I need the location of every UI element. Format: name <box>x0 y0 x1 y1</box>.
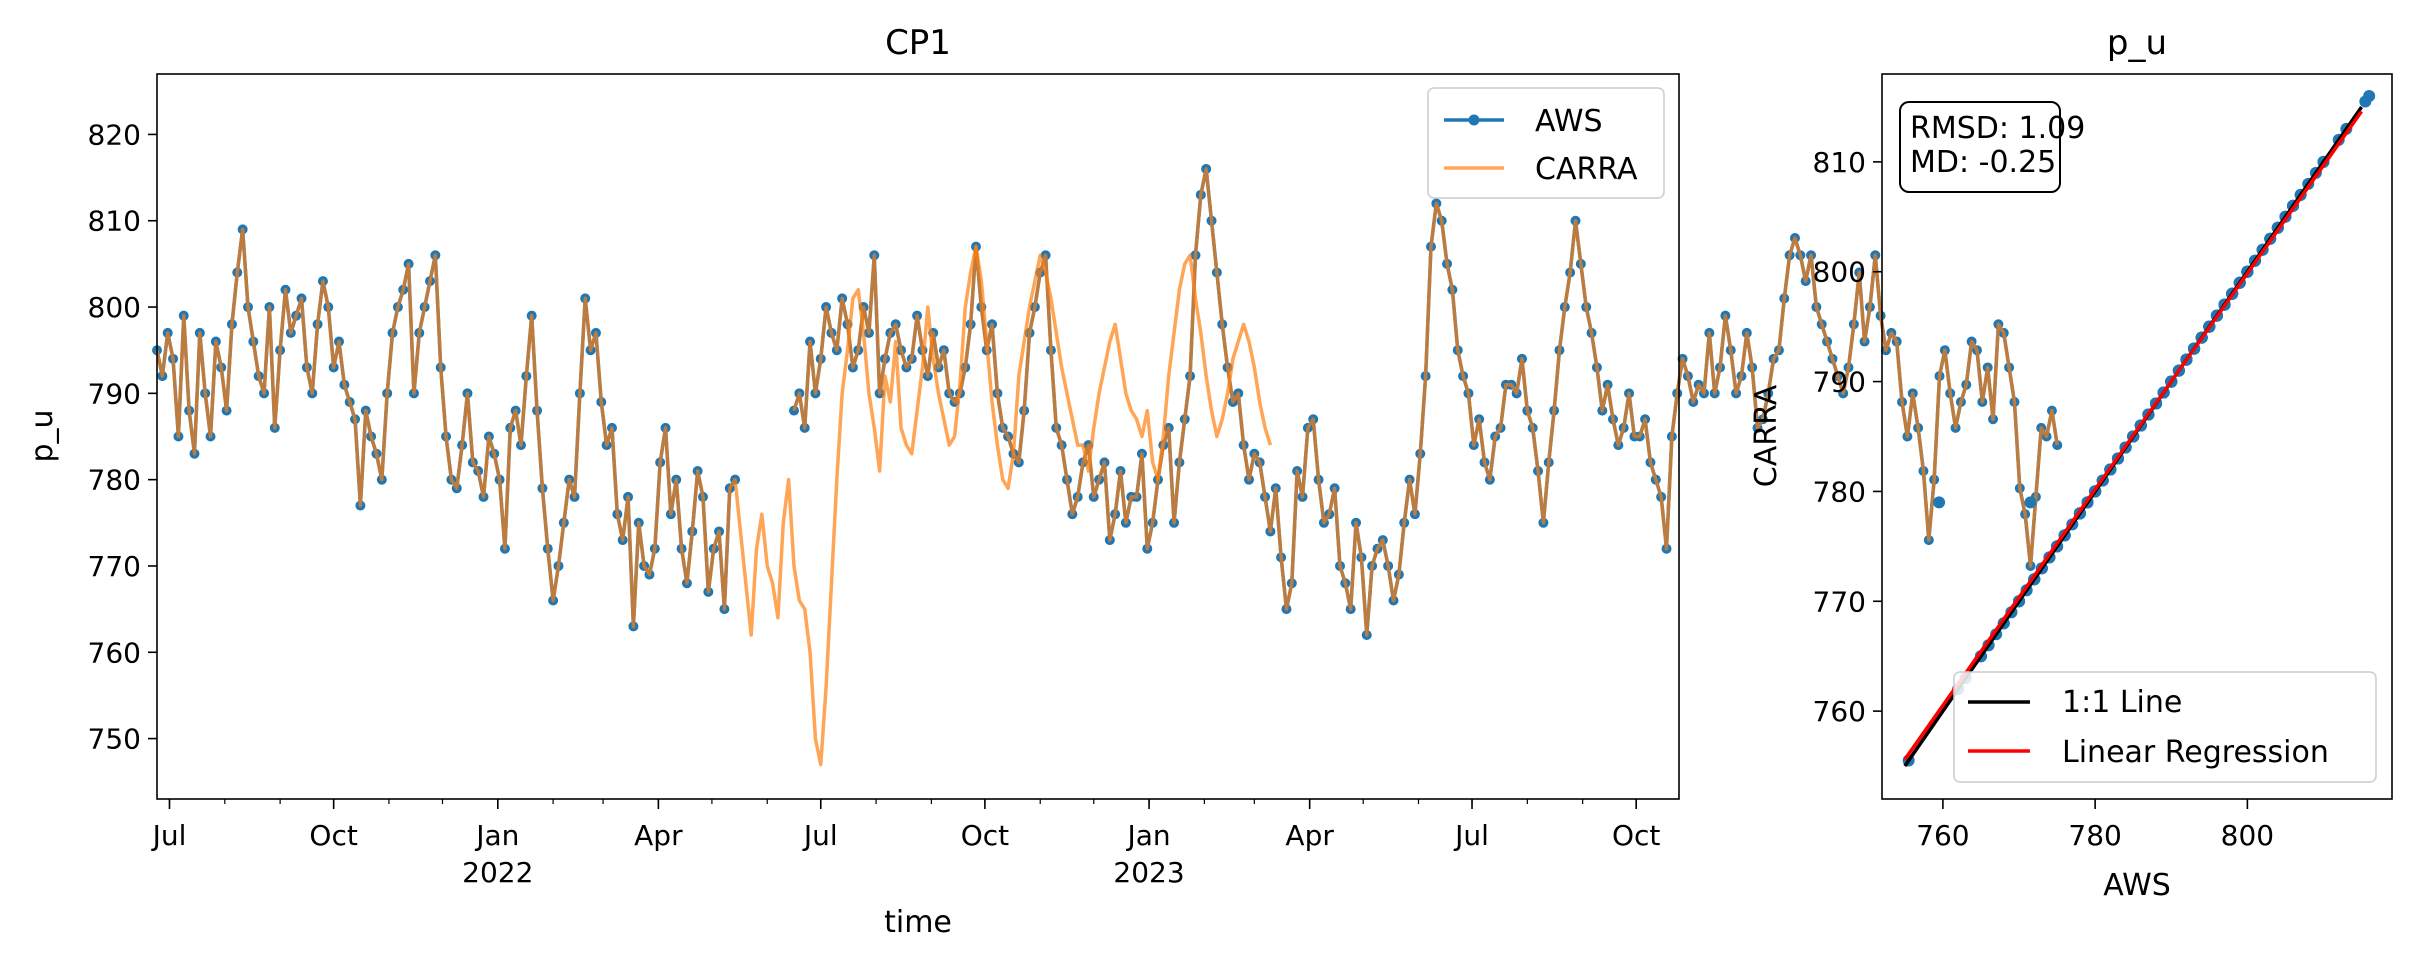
y-tick-label: 790 <box>1813 366 1866 399</box>
legend-one-to-one-label: 1:1 Line <box>2062 685 2182 720</box>
x-tick-label: Apr <box>634 819 683 852</box>
x-tick-year-label: 2022 <box>462 856 533 889</box>
carra-series-line <box>792 167 2059 637</box>
legend-carra-label: CARRA <box>1535 152 1638 187</box>
y-tick-label: 750 <box>88 723 141 756</box>
timeseries-axes-frame <box>156 73 1680 800</box>
scatter-axes-frame <box>1881 73 2393 800</box>
scatter-chart: p_u 760 770 780 790 800 810 760 780 800 AWS CAR… <box>1749 23 2393 903</box>
aws-series-line <box>792 167 2059 637</box>
scatter-outlier-point <box>1933 496 1946 509</box>
regression-line <box>1903 110 2363 761</box>
x-tick-label: Oct <box>961 819 1009 852</box>
stats-box-frame <box>1899 101 2061 193</box>
scatter-y-label: CARRA <box>1749 384 1784 487</box>
scatter-legend: 1:1 Line Linear Regression <box>1953 671 2377 783</box>
scatter-plot-area <box>1902 89 2376 768</box>
stats-rmsd: RMSD: 1.09 <box>1910 111 2085 146</box>
scatter-stats-box: RMSD: 1.09 MD: -0.25 <box>1899 101 2085 193</box>
scatter-outlier-point <box>2359 95 2372 108</box>
carra-series-line <box>155 227 1273 767</box>
x-tick-year-label: 2023 <box>1113 856 1184 889</box>
y-tick-label: 800 <box>1813 256 1866 289</box>
y-tick-label: 790 <box>88 377 141 410</box>
y-tick-label: 780 <box>1813 475 1866 508</box>
x-tick-label: Jul <box>1453 819 1489 852</box>
timeseries-title: CP1 <box>885 23 951 63</box>
scatter-legend-box <box>1953 671 2377 783</box>
scatter-x-ticks: 760 780 800 <box>1916 799 2274 852</box>
legend-aws-marker <box>1468 114 1480 126</box>
x-tick-label: Oct <box>1612 819 1660 852</box>
x-tick-label: 760 <box>1916 819 1969 852</box>
stats-md: MD: -0.25 <box>1910 145 2056 180</box>
timeseries-x-label: time <box>884 905 952 940</box>
y-tick-label: 780 <box>88 464 141 497</box>
y-tick-label: 800 <box>88 291 141 324</box>
x-tick-label: 800 <box>2221 819 2274 852</box>
x-tick-label: Oct <box>309 819 357 852</box>
y-tick-label: 760 <box>1813 695 1866 728</box>
x-tick-label: Jan <box>1125 819 1170 852</box>
x-tick-label: Jan <box>474 819 519 852</box>
scatter-title: p_u <box>2107 23 2167 63</box>
legend-regression-label: Linear Regression <box>2062 735 2329 770</box>
x-tick-label: 780 <box>2068 819 2121 852</box>
x-tick-label: Jul <box>151 819 187 852</box>
y-tick-label: 770 <box>88 550 141 583</box>
scatter-x-label: AWS <box>2103 868 2171 903</box>
y-tick-label: 810 <box>1813 146 1866 179</box>
x-tick-label: Jul <box>802 819 838 852</box>
y-tick-label: 770 <box>1813 585 1866 618</box>
scatter-y-ticks: 760 770 780 790 800 810 <box>1813 146 1882 728</box>
timeseries-chart: CP1 750 760 770 780 790 800 810 820 Jul Oct Jan 20… <box>25 23 2063 940</box>
timeseries-plot-area <box>152 163 2063 767</box>
timeseries-legend: AWS CARRA <box>1427 87 1665 199</box>
y-tick-label: 810 <box>88 205 141 238</box>
y-tick-label: 760 <box>88 636 141 669</box>
timeseries-y-label: p_u <box>25 409 60 462</box>
timeseries-legend-box <box>1427 87 1665 199</box>
scatter-outlier-point <box>2024 496 2037 509</box>
legend-aws-label: AWS <box>1535 104 1603 139</box>
timeseries-x-ticks: Jul Oct Jan 2022 Apr Jul Oct Jan 2023 Apr Jul Oct <box>151 799 1660 889</box>
y-tick-label: 820 <box>88 118 141 151</box>
x-tick-label: Apr <box>1285 819 1334 852</box>
timeseries-y-ticks: 750 760 770 780 790 800 810 820 <box>88 118 157 756</box>
